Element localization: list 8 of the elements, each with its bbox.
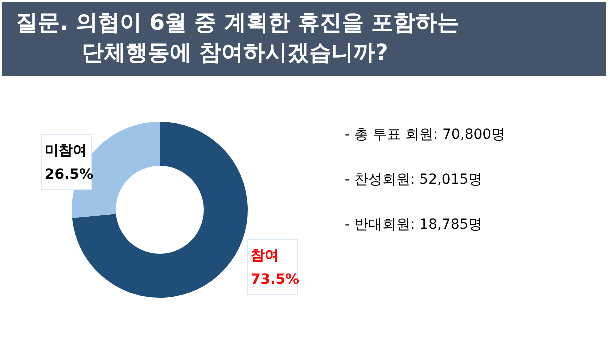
data-label: 26.5% [45,167,94,183]
slice-label: 미참여 [45,143,87,159]
data-label: 73.5% [251,272,300,288]
chart-title: 질문. 의협이 6월 중 계획한 휴진을 포함하는 단체행동에 참여하시겠습니까? [16,11,460,66]
text: - 총 투표 회원: 70,800명 [345,127,506,143]
text: - 반대회원: 18,785명 [345,217,483,233]
text: - 찬성회원: 52,015명 [345,172,483,188]
slice-label: 참여 [251,248,279,264]
